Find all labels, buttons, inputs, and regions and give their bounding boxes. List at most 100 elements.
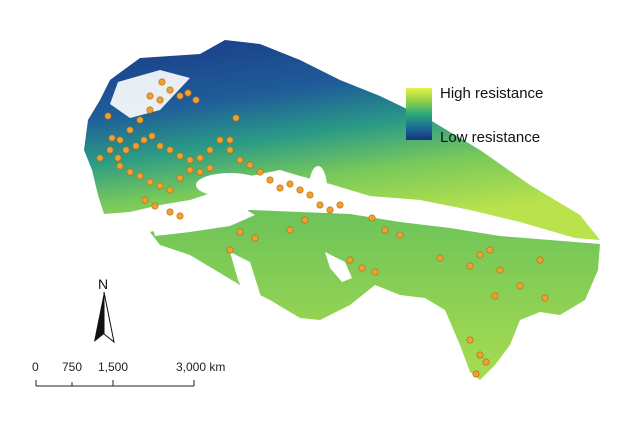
occurrence-point bbox=[136, 172, 144, 180]
legend-low-label: Low resistance bbox=[440, 129, 541, 146]
occurrence-point bbox=[176, 174, 184, 182]
occurrence-point bbox=[158, 78, 166, 86]
occurrence-point bbox=[148, 132, 156, 140]
occurrence-point bbox=[286, 180, 294, 188]
legend-high-label: High resistance bbox=[440, 85, 544, 102]
occurrence-point bbox=[396, 231, 404, 239]
occurrence-point bbox=[106, 146, 114, 154]
occurrence-point bbox=[336, 201, 344, 209]
occurrence-point bbox=[166, 146, 174, 154]
occurrence-point bbox=[251, 234, 259, 242]
occurrence-point bbox=[186, 166, 194, 174]
occurrence-point bbox=[176, 212, 184, 220]
occurrence-point bbox=[368, 214, 376, 222]
occurrence-point bbox=[196, 168, 204, 176]
occurrence-point bbox=[486, 246, 494, 254]
occurrence-point bbox=[156, 182, 164, 190]
scale-tick-1500: 1,500 bbox=[98, 360, 129, 374]
occurrence-point bbox=[226, 246, 234, 254]
occurrence-point bbox=[482, 358, 490, 366]
occurrence-point bbox=[286, 226, 294, 234]
occurrence-point bbox=[301, 216, 309, 224]
scale-bar-lines bbox=[35, 380, 195, 387]
occurrence-point bbox=[166, 208, 174, 216]
occurrence-point bbox=[296, 186, 304, 194]
north-arrow: N bbox=[86, 276, 126, 348]
occurrence-point bbox=[176, 152, 184, 160]
occurrence-point bbox=[496, 266, 504, 274]
legend: High resistance Low resistance bbox=[406, 84, 606, 154]
scale-tick-3000: 3,000 km bbox=[176, 360, 226, 374]
scale-bar: 0 750 1,500 3,000 km bbox=[26, 358, 256, 398]
occurrence-point bbox=[472, 370, 480, 378]
occurrence-point bbox=[192, 96, 200, 104]
occurrence-point bbox=[216, 136, 224, 144]
occurrence-point bbox=[166, 86, 174, 94]
occurrence-point bbox=[381, 226, 389, 234]
occurrence-point bbox=[226, 136, 234, 144]
occurrence-point bbox=[114, 154, 122, 162]
occurrence-point bbox=[246, 161, 254, 169]
occurrence-point bbox=[136, 116, 144, 124]
occurrence-point bbox=[166, 186, 174, 194]
occurrence-point bbox=[116, 136, 124, 144]
occurrence-point bbox=[346, 256, 354, 264]
black-sea bbox=[196, 173, 264, 197]
occurrence-point bbox=[104, 112, 112, 120]
occurrence-point bbox=[140, 136, 148, 144]
occurrence-point bbox=[466, 262, 474, 270]
occurrence-point bbox=[141, 196, 149, 204]
occurrence-point bbox=[122, 146, 130, 154]
occurrence-point bbox=[184, 89, 192, 97]
occurrence-point bbox=[232, 114, 240, 122]
occurrence-point bbox=[206, 164, 214, 172]
occurrence-point bbox=[476, 251, 484, 259]
red-sea bbox=[230, 252, 262, 305]
north-arrow-icon bbox=[94, 292, 115, 344]
occurrence-point bbox=[358, 264, 366, 272]
southern-asia-region bbox=[150, 210, 600, 380]
occurrence-point bbox=[476, 351, 484, 359]
occurrence-point bbox=[176, 92, 184, 100]
occurrence-point bbox=[108, 134, 116, 142]
occurrence-point bbox=[186, 156, 194, 164]
occurrence-point bbox=[306, 191, 314, 199]
occurrence-point bbox=[96, 154, 104, 162]
occurrence-point bbox=[316, 201, 324, 209]
occurrence-point bbox=[156, 96, 164, 104]
occurrence-point bbox=[276, 184, 284, 192]
north-label: N bbox=[98, 276, 109, 292]
occurrence-point bbox=[196, 154, 204, 162]
occurrence-point bbox=[146, 92, 154, 100]
occurrence-point bbox=[491, 292, 499, 300]
occurrence-point bbox=[326, 206, 334, 214]
occurrence-point bbox=[132, 142, 140, 150]
occurrence-point bbox=[226, 146, 234, 154]
occurrence-point bbox=[126, 168, 134, 176]
occurrence-point bbox=[206, 146, 214, 154]
occurrence-point bbox=[516, 282, 524, 290]
occurrence-point bbox=[536, 256, 544, 264]
mediterranean-sea bbox=[150, 206, 255, 236]
persian-gulf bbox=[325, 252, 352, 282]
legend-gradient-bar bbox=[406, 88, 432, 140]
scale-tick-750: 750 bbox=[62, 360, 83, 374]
occurrence-point bbox=[236, 228, 244, 236]
scale-tick-0: 0 bbox=[32, 360, 39, 374]
occurrence-point bbox=[256, 168, 264, 176]
occurrence-point bbox=[146, 106, 154, 114]
occurrence-point bbox=[126, 126, 134, 134]
occurrence-point bbox=[236, 156, 244, 164]
occurrence-point bbox=[151, 202, 159, 210]
occurrence-point bbox=[156, 142, 164, 150]
occurrence-point bbox=[146, 178, 154, 186]
occurrence-points bbox=[96, 78, 549, 378]
occurrence-point bbox=[116, 162, 124, 170]
occurrence-point bbox=[541, 294, 549, 302]
caspian-sea bbox=[309, 166, 327, 210]
occurrence-point bbox=[266, 176, 274, 184]
occurrence-point bbox=[371, 268, 379, 276]
occurrence-point bbox=[436, 254, 444, 262]
occurrence-point bbox=[466, 336, 474, 344]
